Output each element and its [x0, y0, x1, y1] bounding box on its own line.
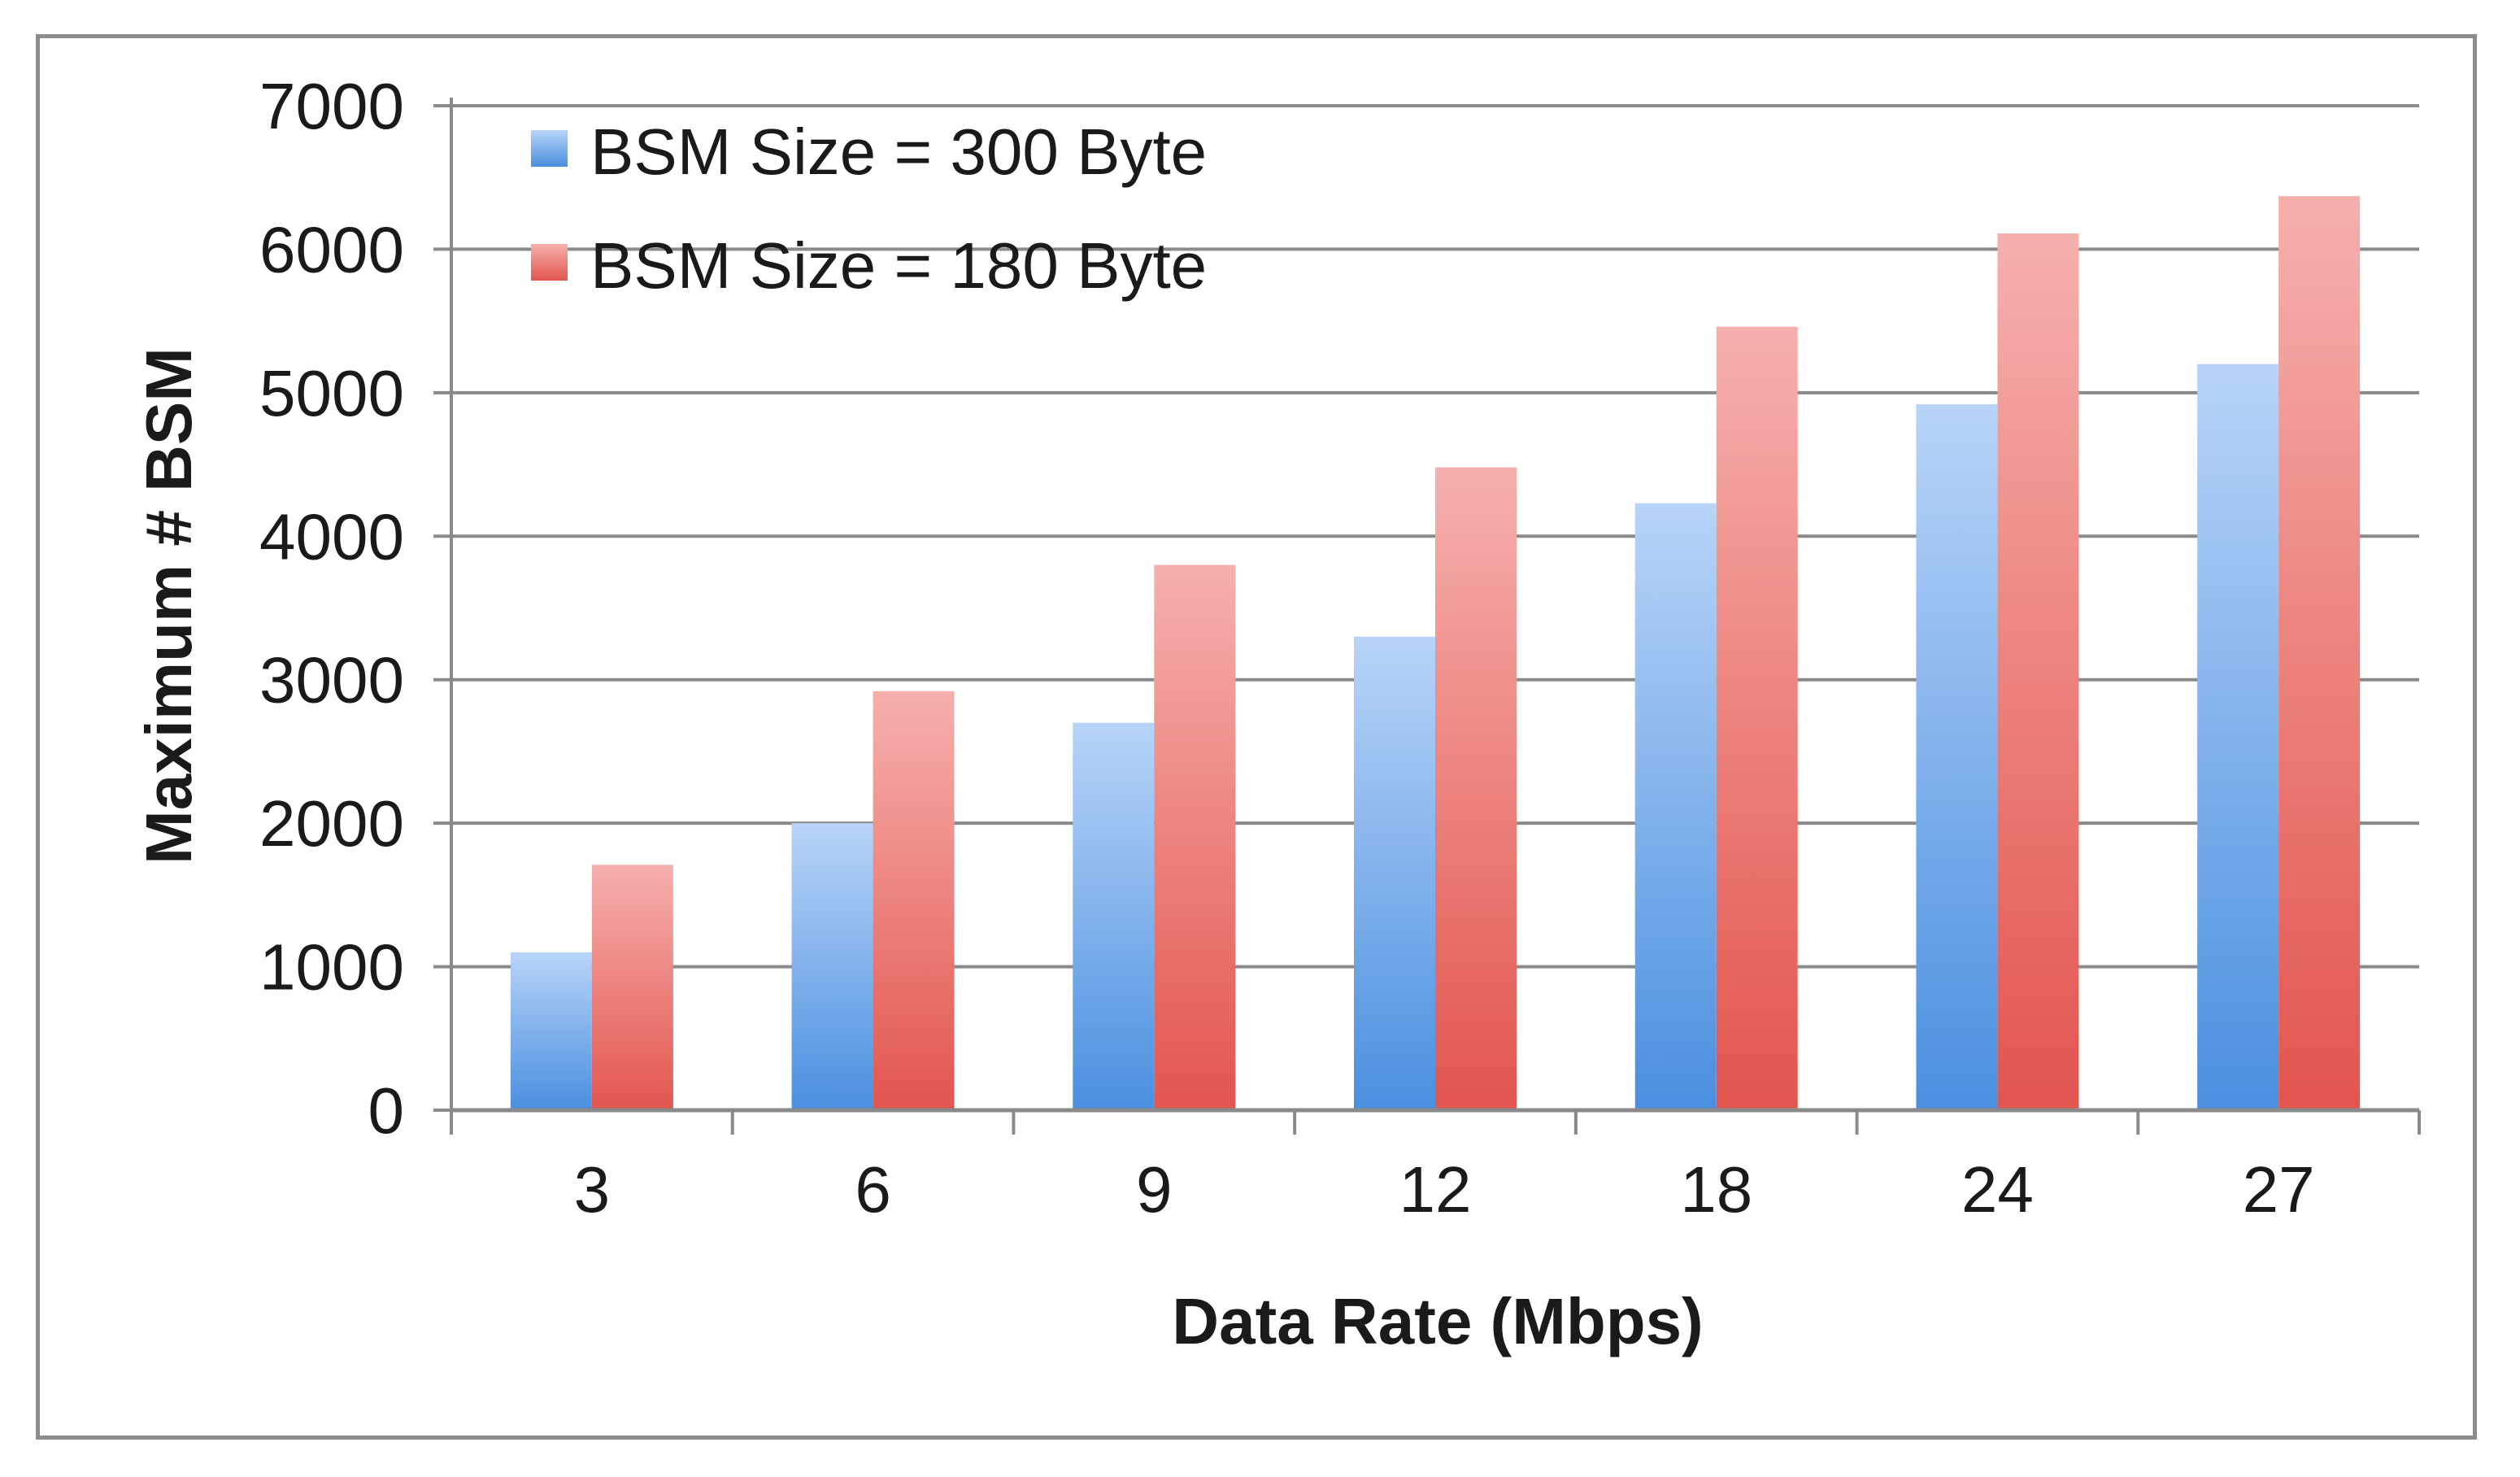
y-tick-label-6000: 6000: [259, 213, 404, 285]
bar-180-byte-3: [591, 865, 673, 1110]
bar-180-byte-18: [1716, 326, 1798, 1110]
bar-300-byte-9: [1073, 722, 1155, 1110]
x-tick-label-6: 6: [855, 1153, 891, 1226]
bar-180-byte-27: [2278, 196, 2361, 1110]
x-tick-label-27: 27: [2243, 1153, 2315, 1226]
bar-180-byte-12: [1435, 467, 1517, 1110]
gridlines: [451, 104, 2419, 969]
bar-180-byte-24: [1997, 233, 2079, 1110]
legend-label-300-byte: BSM Size = 300 Byte: [590, 115, 1207, 188]
y-tick-label-2000: 2000: [259, 787, 404, 860]
y-tick-label-5000: 5000: [259, 357, 404, 429]
axes: [433, 98, 2421, 1135]
bar-300-byte-12: [1354, 636, 1435, 1110]
y-tick-label-0: 0: [368, 1074, 405, 1147]
y-tick-label-1000: 1000: [259, 931, 404, 1004]
bar-300-byte-3: [510, 952, 592, 1110]
bar-180-byte-6: [873, 691, 955, 1110]
x-tick-labels: 3 6 9 12 18 24 27: [574, 1153, 2315, 1226]
bars: [510, 196, 2361, 1111]
x-axis-title: Data Rate (Mbps): [1172, 1285, 1703, 1357]
bar-300-byte-24: [1916, 403, 1998, 1110]
legend-label-180-byte: BSM Size = 180 Byte: [590, 229, 1207, 302]
x-tick-label-3: 3: [574, 1153, 611, 1226]
x-tick-label-18: 18: [1680, 1153, 1752, 1226]
legend-swatch-300-byte: [531, 130, 568, 167]
bar-300-byte-27: [2197, 364, 2279, 1111]
y-tick-label-3000: 3000: [259, 644, 404, 717]
y-tick-label-7000: 7000: [259, 70, 404, 142]
y-tick-label-4000: 4000: [259, 500, 404, 573]
x-tick-label-24: 24: [1961, 1153, 2034, 1226]
x-tick-label-9: 9: [1136, 1153, 1173, 1226]
legend-swatch-180-byte: [531, 244, 568, 281]
bar-180-byte-9: [1154, 564, 1236, 1110]
bar-300-byte-6: [791, 823, 873, 1110]
bar-300-byte-18: [1634, 503, 1717, 1110]
legend: BSM Size = 300 Byte BSM Size = 180 Byte: [531, 115, 1207, 302]
y-tick-labels: 0 1000 2000 3000 4000 5000 6000 7000: [259, 70, 404, 1147]
x-tick-label-12: 12: [1399, 1153, 1472, 1226]
y-axis-title: Maximum # BSM: [133, 347, 205, 865]
